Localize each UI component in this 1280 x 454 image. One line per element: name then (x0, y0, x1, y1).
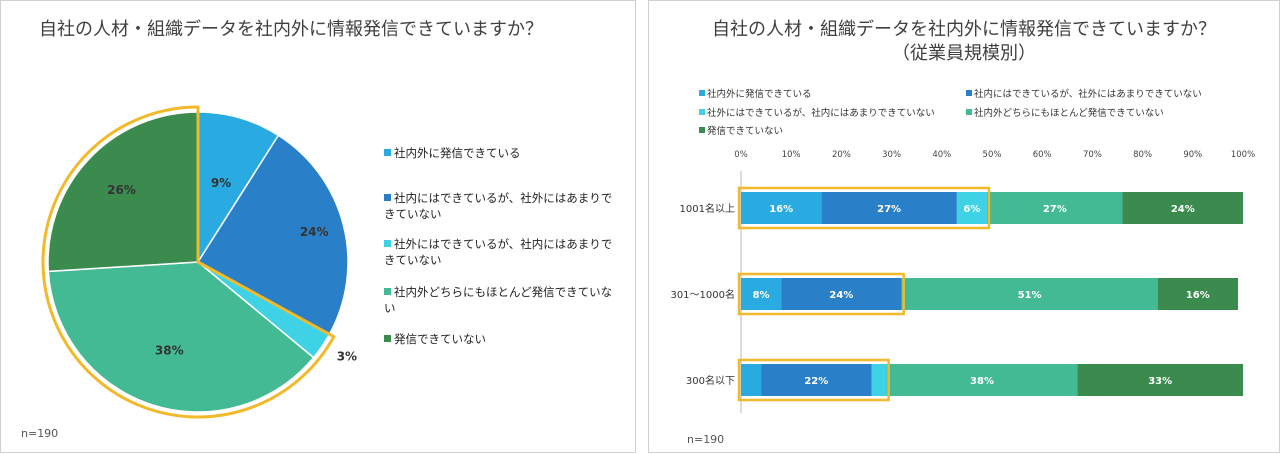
legend-swatch (699, 127, 705, 133)
x-tick-label: 40% (932, 150, 951, 160)
bar-segment (871, 364, 887, 396)
bar-segment (741, 278, 782, 310)
pie-value-label-5: 26% (107, 183, 136, 197)
pie-chart: 9% 24% 3% 38% 26% (41, 105, 357, 419)
legend-swatch (384, 335, 391, 342)
bar-value-label: 22% (804, 376, 828, 387)
pie-value-label-4: 38% (155, 343, 184, 357)
bar-segment (781, 278, 902, 310)
bar-segment (761, 364, 872, 396)
pie-legend-item-1: 社内外に発信できている (384, 145, 619, 161)
pie-legend-item-2: 社内にはできているが、社外にはあまりできていない (384, 191, 613, 221)
x-tick-label: 70% (1083, 150, 1102, 160)
bar-legend-item-3: 社外にはできているが、社内にはあまりできていない (699, 105, 935, 119)
stacked-bar-chart: 0% 10% 20% 30% 40% 50% 60% 70% 80% 90% 100% 1001名以上… (670, 150, 1255, 413)
pie-legend-item-5: 発信できていない (384, 331, 619, 347)
bar-segment (956, 192, 987, 224)
x-tick-label: 0% (734, 150, 748, 160)
bar-segment (741, 364, 762, 396)
bar-chart-panel: 自社の人材・組織データを社内外に情報発信できていますか？ （従業員規模別） 社内… (648, 0, 1280, 453)
bar-value-label: 16% (769, 204, 793, 215)
pie-value-label-1: 9% (211, 176, 231, 190)
bar-chart-title: 自社の人材・組織データを社内外に情報発信できていますか？ (712, 19, 1216, 40)
bar-value-label: 24% (829, 290, 853, 301)
bar-legend-item-5: 発信できていない (699, 123, 783, 137)
category-label: 300名以下 (686, 374, 735, 387)
bar-highlight-frame (737, 186, 991, 230)
bar-legend-item-2: 社内にはできているが、社外にはあまりできていない (966, 86, 1202, 100)
bar-segment (901, 278, 1158, 310)
category-label: 1001名以上 (680, 202, 735, 215)
bar-value-label: 16% (1186, 290, 1210, 301)
legend-swatch (384, 288, 391, 295)
pie-slice-1 (197, 111, 280, 265)
category-label: 301～1000名 (670, 288, 735, 301)
pie-chart-title: 自社の人材・組織データを社内外に情報発信できていますか？ (39, 19, 543, 40)
legend-swatch (384, 240, 391, 247)
pie-legend-item-4: 社内外どちらにもほとんど発信できていない (384, 285, 613, 315)
x-tick-label: 90% (1183, 150, 1202, 160)
bar-legend-item-4: 社内外どちらにもほとんど発信できていない (966, 105, 1164, 119)
pie-slice-2 (196, 134, 349, 336)
pie-highlight-outline (41, 105, 336, 419)
bar-segment (1077, 364, 1243, 396)
bar-value-label: 8% (753, 290, 770, 301)
bar-segment (986, 192, 1123, 224)
bar-chart-subtitle: （従業員規模別） (892, 43, 1036, 64)
pie-slice-4 (47, 261, 315, 413)
legend-swatch (699, 109, 705, 115)
legend-swatch (699, 90, 705, 96)
x-tick-label: 50% (983, 150, 1002, 160)
bar-value-label: 6% (963, 204, 980, 215)
x-tick-label: 80% (1133, 150, 1152, 160)
x-tick-label: 100% (1231, 150, 1255, 160)
x-tick-label: 20% (832, 150, 851, 160)
legend-swatch (384, 194, 391, 201)
bar-sample-size: n=190 (687, 433, 725, 446)
pie-sample-size: n=190 (21, 427, 59, 440)
bar-segment (741, 192, 822, 224)
bar-highlight-frame (737, 358, 890, 402)
bar-legend-item-1: 社内外に発信できている (699, 86, 812, 100)
legend-swatch (966, 90, 972, 96)
x-tick-label: 60% (1033, 150, 1052, 160)
legend-swatch (384, 149, 391, 156)
pie-value-label-2: 24% (300, 225, 329, 239)
legend-swatch (966, 109, 972, 115)
bar-value-label: 24% (1171, 204, 1195, 215)
pie-slice-5 (47, 111, 199, 273)
x-tick-label: 30% (882, 150, 901, 160)
bar-value-label: 27% (877, 204, 901, 215)
pie-value-label-3: 3% (337, 349, 357, 363)
bar-segment (821, 192, 957, 224)
bar-value-label: 38% (970, 376, 994, 387)
x-tick-label: 10% (782, 150, 801, 160)
bar-segment (1122, 192, 1243, 224)
pie-legend-item-3: 社外にはできているが、社内にはあまりできていない (384, 237, 613, 267)
pie-chart-panel: 自社の人材・組織データを社内外に情報発信できていますか？ 9% 24% 3% 38% 2… (0, 0, 636, 453)
bar-segment (1157, 278, 1238, 310)
bar-segment (886, 364, 1078, 396)
bar-highlight-frame (737, 272, 905, 316)
bar-value-label: 51% (1018, 290, 1042, 301)
bar-value-label: 33% (1148, 376, 1172, 387)
bar-value-label: 27% (1043, 204, 1067, 215)
